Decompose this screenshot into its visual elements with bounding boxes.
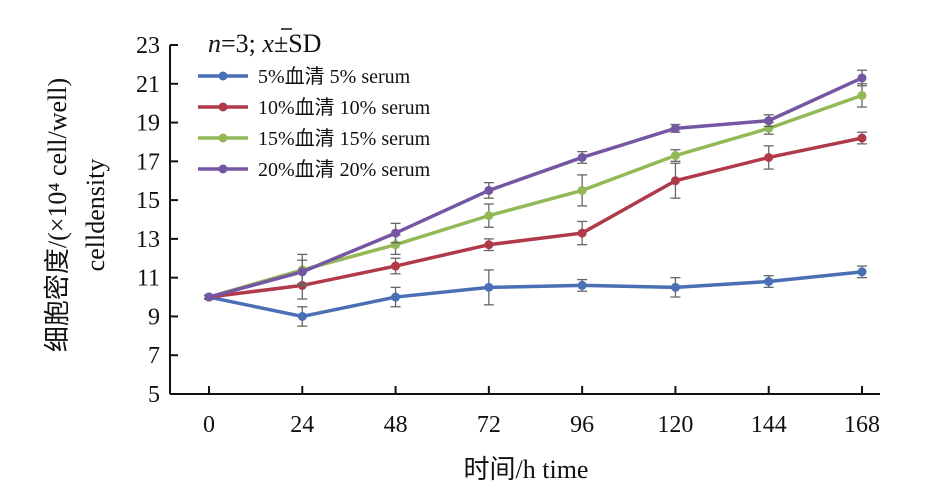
series-layer [204,69,867,327]
sd-suffix: ±SD [274,29,322,58]
y-tick-label: 13 [136,227,160,253]
y-tick-label: 17 [136,149,160,175]
data-point [857,90,867,100]
x-tick-label: 168 [844,412,880,438]
x-tick-label: 72 [477,412,501,438]
data-point [391,261,401,271]
y-tick-label: 9 [148,304,160,330]
data-point [297,267,307,277]
x-tick-label: 48 [384,412,408,438]
data-point [391,228,401,238]
data-point [577,280,587,290]
legend-label: 10%血清 10% serum [258,96,431,119]
data-point [297,311,307,321]
data-point [764,116,774,126]
data-point [670,282,680,292]
x-tick-label: 144 [751,412,787,438]
x-tick-label: 0 [203,412,215,438]
y-tick-label: 21 [136,72,160,98]
data-point [484,282,494,292]
y-tick-label: 23 [136,33,160,59]
legend-swatch-marker [218,102,228,112]
legend-item-3: 15%血清 15% serum [198,127,431,150]
data-point [670,151,680,161]
n-value: =3; [221,29,262,58]
y-tick-label: 7 [148,343,160,369]
data-point [484,211,494,221]
legend-label: 20%血清 20% serum [258,158,431,181]
legend-label: 5%血清 5% serum [258,65,411,88]
y-axis-title: 细胞密度/(×10⁴ cell/well) [43,78,72,352]
y-axis-subtitle: celldensity [81,159,110,272]
data-point [204,292,214,302]
data-point [764,277,774,287]
series-line [208,93,863,299]
axes: 5 7 9 11 13 15 17 19 21 23 0 24 48 72 96 120 144 168 [136,33,880,438]
mean-symbol: x [261,29,274,58]
series-line [208,136,863,299]
x-tick-label: 96 [570,412,594,438]
legend-item-2: 10%血清 10% serum [198,96,431,119]
legend-swatch-marker [218,71,228,81]
data-point [857,73,867,83]
data-point [670,176,680,186]
y-tick-label: 5 [148,382,160,408]
data-point [857,133,867,143]
legend-item-1: 5%血清 5% serum [198,65,411,88]
data-point [391,292,401,302]
series-4 [204,69,867,302]
legend-label: 15%血清 15% serum [258,127,431,150]
series-2 [204,131,867,302]
series-line [208,76,863,299]
data-point [484,185,494,195]
y-tick-label: 19 [136,111,160,137]
legend-swatch-marker [218,133,228,143]
n-symbol: n [208,29,221,58]
data-point [577,228,587,238]
legend-swatch-marker [218,164,228,174]
data-point [857,267,867,277]
stat-annotation: n=3; x±SD [208,29,321,58]
data-point [577,185,587,195]
y-tick-label: 11 [137,266,160,292]
y-tick-label: 15 [136,188,160,214]
data-point [670,123,680,133]
data-point [764,152,774,162]
data-point [484,240,494,250]
legend-item-4: 20%血清 20% serum [198,158,431,181]
x-tick-label: 120 [657,412,693,438]
legend: 5%血清 5% serum 10%血清 10% serum 15%血清 15% se… [198,65,431,181]
x-axis-title: 时间/h time [464,455,589,484]
data-point [577,152,587,162]
x-tick-label: 24 [290,412,314,438]
series-line [208,270,863,319]
